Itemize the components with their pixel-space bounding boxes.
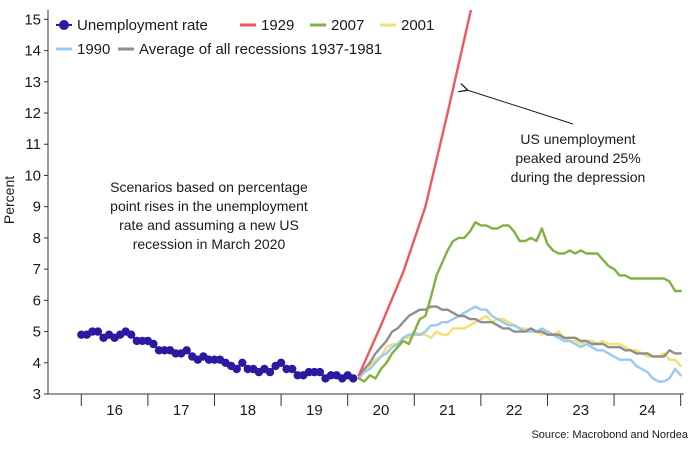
y-tick-label: 11: [25, 136, 41, 153]
data-point: [232, 364, 241, 374]
y-tick-label: 9: [33, 199, 41, 216]
legend-entry-2007: 2007: [310, 17, 364, 34]
annotation-line: recession in March 2020: [133, 236, 286, 252]
legend-entry-1990: 1990: [56, 41, 110, 58]
y-tick-label: 6: [33, 292, 41, 309]
x-tick-label: 19: [306, 402, 323, 419]
legend-label: Average of all recessions 1937-1981: [139, 41, 382, 58]
data-point: [127, 330, 136, 339]
series-line-average-of-all-recessions-1937-1981: [357, 305, 682, 377]
x-tick-label: 18: [239, 402, 256, 419]
data-point: [238, 358, 247, 367]
data-point: [265, 367, 275, 377]
x-tick-label: 20: [373, 402, 390, 419]
x-tick-label: 21: [439, 402, 456, 419]
legend-label: 2001: [401, 17, 434, 34]
legend-marker: [59, 20, 69, 30]
x-tick-label: 22: [506, 402, 523, 419]
data-point: [93, 327, 103, 336]
series-line-2007: [357, 221, 682, 383]
y-tick-label: 12: [24, 105, 41, 122]
y-tick-label: 8: [33, 230, 41, 247]
legend: Unemployment rate 1929 2007 2001 1990 Average…: [56, 17, 434, 58]
annotation-line: point rises in the unemployment: [110, 198, 308, 214]
legend-label: Unemployment rate: [77, 17, 208, 34]
annotation-depression: US unemployment peaked around 25% during t…: [511, 131, 646, 185]
legend-entry-1929: 1929: [240, 17, 294, 34]
y-tick-label: 10: [24, 167, 41, 184]
data-point: [276, 358, 286, 367]
legend-label: 1990: [77, 41, 110, 58]
axes-layer: 3 4 5 6 7 8 9 10 11 12 13 14 15 16 17 18 19 20 21 22 23 24: [24, 10, 684, 419]
data-point: [349, 374, 358, 383]
source-note: Source: Macrobond and Nordea: [531, 429, 688, 441]
series-layer: [77, 10, 682, 383]
annotation-line: during the depression: [511, 169, 646, 185]
annotation-arrow: [467, 90, 574, 125]
annotation-line: peaked around 25%: [515, 150, 640, 166]
y-tick-label: 14: [24, 43, 41, 60]
x-tick-label: 23: [572, 402, 589, 419]
y-tick-label: 7: [33, 261, 41, 278]
legend-label: 2007: [331, 17, 364, 34]
data-point: [182, 346, 191, 355]
y-tick-label: 4: [33, 355, 41, 372]
series-line-2001: [357, 314, 682, 377]
legend-entry-average-of-all-recessions-1937-1981: Average of all recessions 1937-1981: [118, 41, 382, 58]
y-tick-label: 5: [33, 324, 41, 341]
y-tick-label: 15: [24, 11, 41, 28]
legend-entry-2001: 2001: [380, 17, 434, 34]
y-axis-label: Percent: [1, 176, 17, 224]
annotation-scenarios: Scenarios based on percentage point rises…: [110, 179, 308, 252]
annotation-line: US unemployment: [520, 131, 635, 147]
x-tick-label: 24: [639, 402, 656, 419]
x-tick-label: 17: [173, 402, 190, 419]
annotation-line: Scenarios based on percentage: [110, 179, 308, 195]
legend-entry-unemployment-rate: Unemployment rate: [56, 17, 208, 34]
y-tick-label: 3: [33, 386, 41, 403]
data-point: [315, 367, 325, 377]
y-tick-label: 13: [24, 74, 41, 91]
annotation-line: rate and assuming a new US: [119, 217, 299, 233]
data-point: [149, 339, 158, 349]
data-point: [288, 364, 297, 374]
x-tick-label: 16: [106, 402, 123, 419]
legend-label: 1929: [261, 17, 294, 34]
series-line-1929: [357, 10, 473, 377]
